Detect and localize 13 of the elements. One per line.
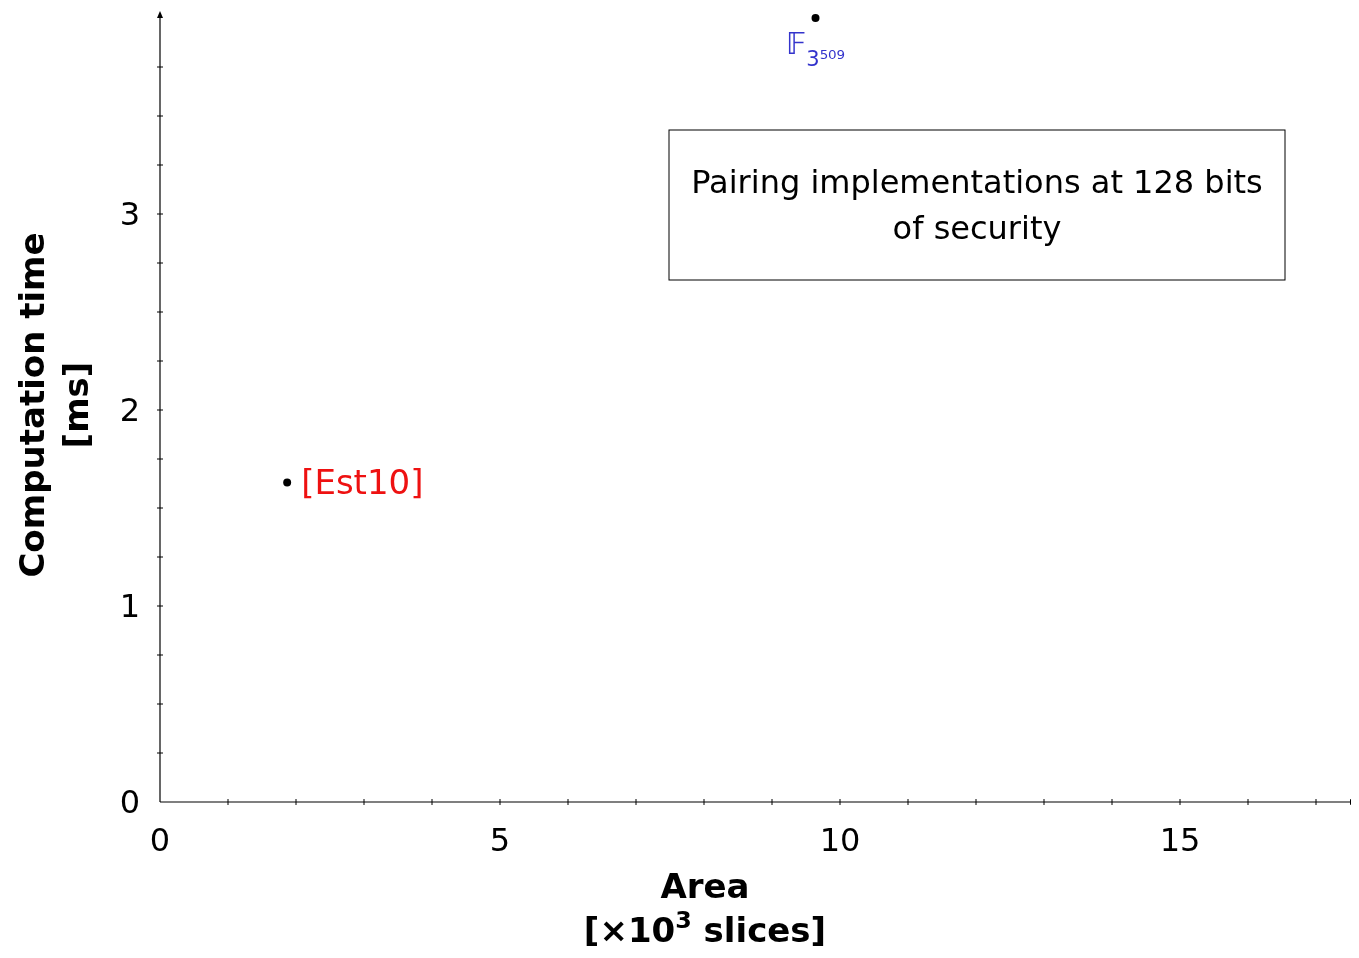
y-tick-label: 2 (119, 391, 140, 429)
y-axis-title: Computation time [ms] (12, 232, 96, 578)
x-tick-label: 15 (1159, 821, 1201, 859)
x-tick-label: 0 (149, 821, 171, 859)
y-tick-label: 1 (119, 587, 140, 625)
x-tick-label: 10 (819, 821, 861, 859)
y-tick-label: 3 (119, 195, 140, 233)
x-tick-label: 5 (489, 821, 511, 859)
annotation: Pairing implementations at 128 bits of security (691, 163, 1263, 247)
series-label: [Est10] (301, 461, 424, 502)
x-axis-title: Area [×10$^{3}$ slices] (583, 866, 827, 950)
y-tick-label: 0 (119, 783, 140, 821)
series-label: 𝔽$_{3⁵⁰⁹}$ (786, 26, 845, 71)
